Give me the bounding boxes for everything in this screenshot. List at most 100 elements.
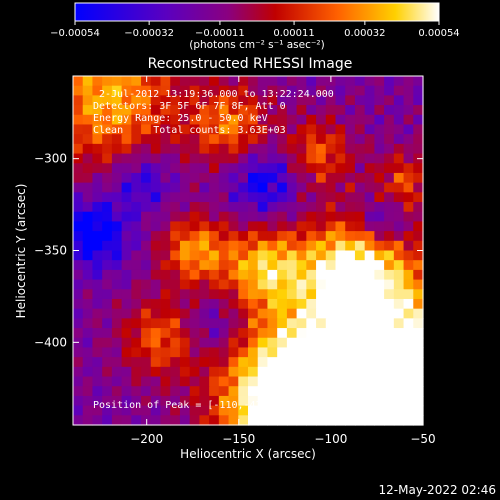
heatmap-cell [325, 95, 337, 106]
heatmap-cell [403, 347, 414, 358]
heatmap-cell [199, 163, 210, 174]
heatmap-cell [413, 357, 424, 368]
heatmap-cell [228, 76, 239, 87]
heatmap-cell [316, 279, 327, 290]
heatmap-cell [267, 163, 278, 174]
heatmap-cell [228, 202, 239, 213]
heatmap-cell [335, 376, 346, 387]
heatmap-cell [393, 415, 405, 426]
heatmap-cell [374, 124, 385, 135]
heatmap-cell [238, 240, 249, 252]
heatmap-cell [189, 366, 200, 378]
heatmap-cell [393, 172, 405, 184]
heatmap-cell [228, 163, 239, 174]
heatmap-cell [393, 366, 405, 378]
heatmap-cell [413, 415, 424, 426]
heatmap-cell [150, 192, 162, 203]
heatmap-cell [121, 172, 132, 184]
heatmap-cell [296, 202, 307, 213]
heatmap-cell [141, 250, 152, 261]
heatmap-cell [141, 211, 152, 223]
heatmap-cell [170, 260, 181, 271]
heatmap-cell [267, 337, 278, 349]
heatmap-cell [179, 366, 191, 378]
heatmap-cell [82, 192, 94, 203]
heatmap-cell [364, 366, 375, 378]
heatmap-cell [179, 289, 191, 300]
heatmap-cell [277, 250, 288, 261]
heatmap-cell [209, 405, 220, 416]
heatmap-cell [160, 376, 171, 387]
heatmap-cell [102, 95, 113, 106]
heatmap-cell [267, 231, 278, 242]
heatmap-cell [160, 76, 171, 87]
heatmap-cell [228, 192, 239, 203]
heatmap-cell [92, 298, 103, 310]
heatmap-cell [131, 153, 142, 164]
heatmap-cell [354, 114, 366, 126]
heatmap-cell [335, 308, 346, 319]
heatmap-cell [364, 260, 375, 271]
heatmap-cell [345, 298, 356, 310]
heatmap-cell [286, 250, 298, 261]
heatmap-cell [238, 395, 249, 407]
heatmap-cell [248, 114, 259, 126]
heatmap-cell [413, 240, 424, 252]
heatmap-cell [325, 172, 337, 184]
heatmap-cell [199, 269, 210, 281]
heatmap-cell [325, 308, 337, 319]
heatmap-cell [73, 240, 84, 252]
peak-position-label: Position of Peak = [-110,-427] [93, 400, 274, 411]
heatmap-cell [238, 386, 249, 397]
heatmap-cell [267, 366, 278, 378]
heatmap-cell [189, 357, 200, 368]
heatmap-cell [306, 415, 317, 426]
heatmap-cell [335, 143, 346, 155]
heatmap-cell [179, 250, 191, 261]
heatmap-cell [364, 240, 375, 252]
heatmap-cell [141, 260, 152, 271]
heatmap-cell [189, 415, 200, 426]
heatmap-cell [150, 260, 162, 271]
heatmap-cell [82, 415, 94, 426]
heatmap-cell [325, 366, 337, 378]
heatmap-cell [393, 279, 405, 290]
heatmap-cell [228, 172, 239, 184]
heatmap-cell [228, 124, 239, 135]
heatmap-cell [179, 95, 191, 106]
heatmap-cell [374, 376, 385, 387]
heatmap-cell [228, 182, 239, 193]
heatmap-cell [413, 114, 424, 126]
heatmap-cell [316, 105, 327, 116]
heatmap-cell [218, 143, 230, 155]
heatmap-cell [267, 347, 278, 358]
heatmap-cell [257, 395, 269, 407]
heatmap-cell [238, 134, 249, 145]
heatmap-cell [335, 231, 346, 242]
annotation-energy: Energy Range: 25.0 - 50.0 keV [93, 113, 268, 124]
heatmap-cell [393, 269, 405, 281]
heatmap-cell [286, 328, 298, 339]
heatmap-cell [189, 328, 200, 339]
heatmap-cell [364, 95, 375, 106]
heatmap-cell [257, 318, 269, 329]
heatmap-cell [296, 250, 307, 261]
heatmap-cell [316, 202, 327, 213]
heatmap-cell [374, 221, 385, 232]
heatmap-cell [218, 202, 230, 213]
heatmap-cell [218, 182, 230, 193]
heatmap-cell [335, 114, 346, 126]
heatmap-cell [209, 279, 220, 290]
heatmap-cell [257, 337, 269, 349]
heatmap-cell [286, 182, 298, 193]
heatmap-cell [374, 386, 385, 397]
heatmap-cell [316, 260, 327, 271]
heatmap-cell [335, 366, 346, 378]
heatmap-cell [102, 357, 113, 368]
heatmap-cell [150, 105, 162, 116]
heatmap-cell [150, 357, 162, 368]
heatmap-cell [160, 163, 171, 174]
heatmap-cell [267, 143, 278, 155]
heatmap-cell [325, 85, 337, 96]
heatmap-cell [179, 153, 191, 164]
